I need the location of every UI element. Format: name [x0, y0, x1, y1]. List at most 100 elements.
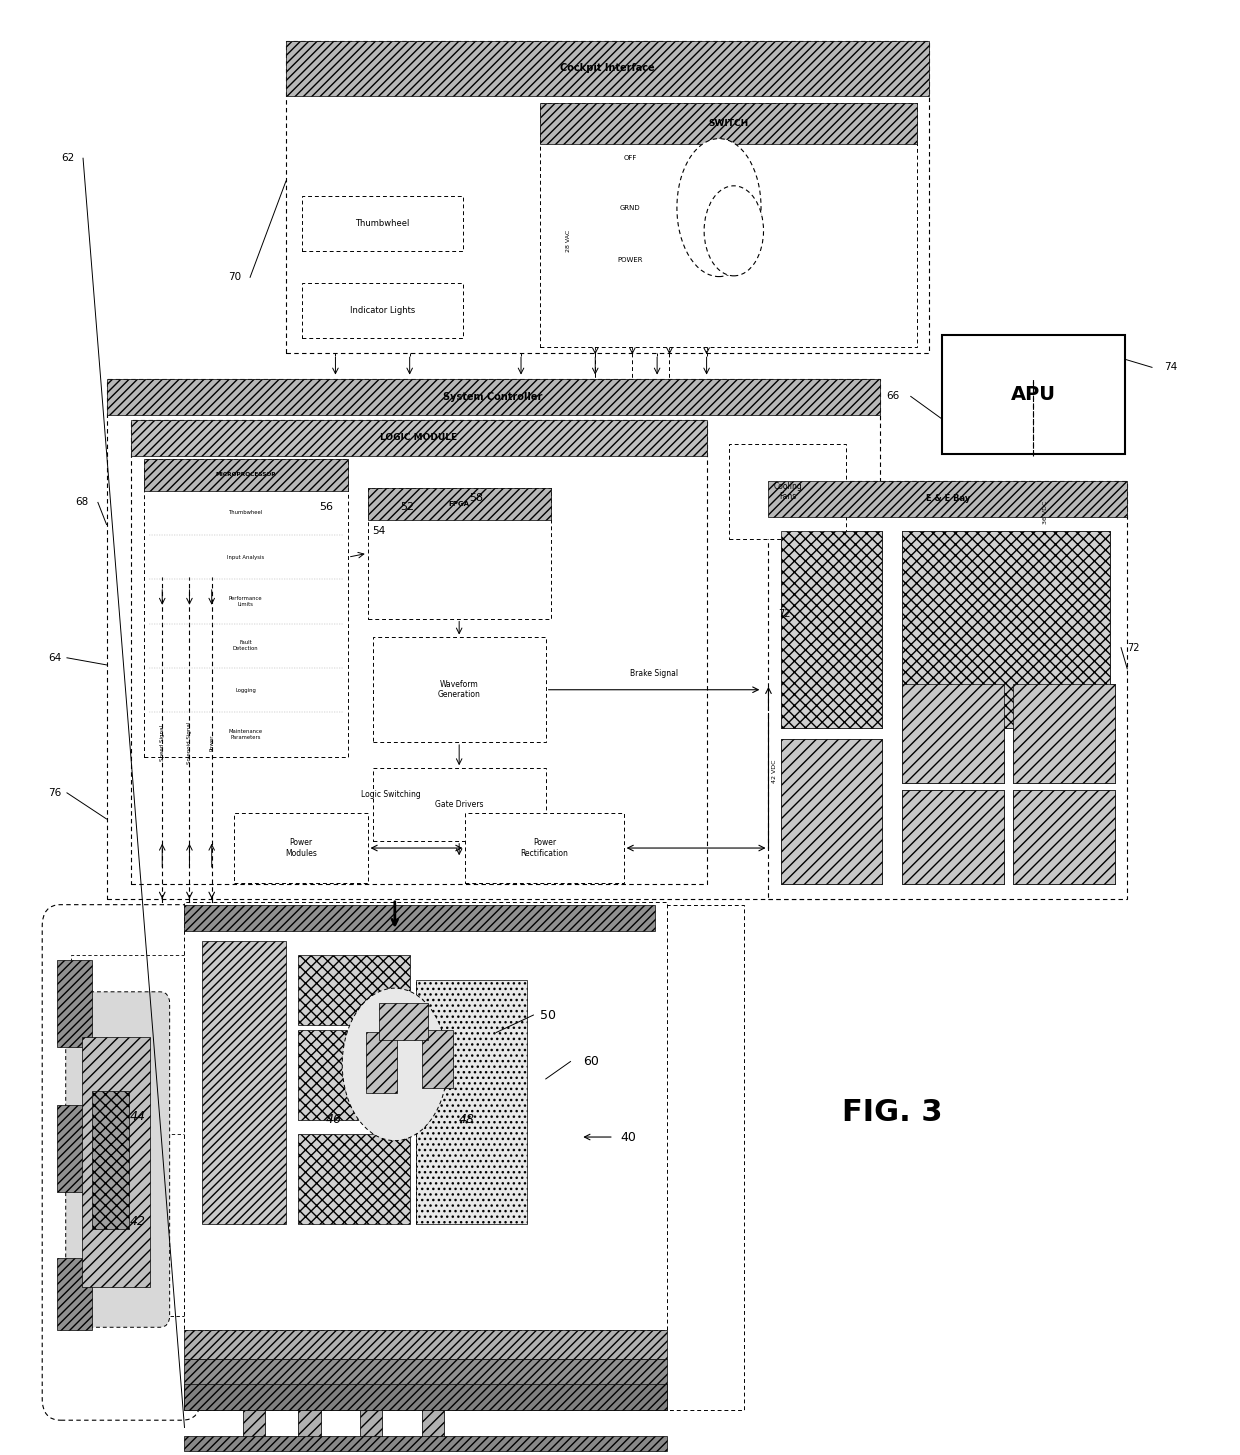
Bar — [941, 336, 1125, 454]
Bar — [92, 1091, 129, 1228]
Bar — [185, 1330, 667, 1359]
Text: 60: 60 — [583, 1055, 599, 1068]
Bar — [539, 103, 916, 348]
Bar — [901, 790, 1003, 885]
Text: Logic Switching: Logic Switching — [361, 790, 422, 799]
Text: FPGA: FPGA — [449, 501, 470, 506]
Text: 28 VAC: 28 VAC — [565, 230, 570, 252]
Text: 68: 68 — [76, 498, 89, 508]
Bar — [185, 1384, 667, 1410]
Text: SWITCH: SWITCH — [708, 119, 749, 128]
Bar — [243, 1410, 265, 1442]
Text: Input Analysis: Input Analysis — [227, 554, 264, 560]
Text: APU: APU — [1011, 386, 1055, 404]
Text: Power
Rectification: Power Rectification — [521, 838, 568, 858]
Text: Indicator Lights: Indicator Lights — [350, 306, 415, 316]
Bar — [415, 981, 527, 1224]
Text: 36 VDC: 36 VDC — [1043, 501, 1048, 524]
Bar — [57, 1257, 92, 1330]
Bar — [202, 941, 286, 1224]
Bar — [360, 1410, 382, 1442]
Bar — [71, 956, 306, 1315]
Text: Maintenance
Parameters: Maintenance Parameters — [228, 729, 263, 739]
Bar — [57, 1106, 92, 1192]
Text: POWER: POWER — [618, 258, 642, 263]
Text: 72: 72 — [779, 610, 791, 620]
Text: Fault
Detection: Fault Detection — [233, 640, 259, 652]
Text: Cockpit Interface: Cockpit Interface — [560, 63, 655, 73]
Bar — [367, 487, 551, 519]
Text: 50: 50 — [539, 1008, 556, 1021]
Text: GRND: GRND — [620, 205, 640, 211]
Bar — [144, 458, 347, 490]
Text: 54: 54 — [372, 527, 386, 537]
Bar — [299, 1410, 321, 1442]
Bar — [901, 531, 1110, 728]
Bar — [781, 739, 883, 885]
Bar — [311, 956, 428, 1315]
Bar — [422, 1030, 453, 1088]
Bar — [71, 1133, 306, 1315]
Bar — [769, 480, 1127, 899]
Bar — [185, 1436, 667, 1451]
Bar — [901, 684, 1003, 783]
Bar — [465, 813, 624, 883]
Bar — [286, 41, 929, 96]
Bar — [303, 196, 463, 252]
Bar — [1013, 684, 1115, 783]
Bar — [185, 1359, 667, 1410]
Text: Cooling
Fans: Cooling Fans — [774, 482, 802, 501]
Bar — [367, 487, 551, 618]
Bar — [299, 1030, 409, 1119]
Text: 42 VDC: 42 VDC — [773, 760, 777, 783]
Text: OFF: OFF — [624, 156, 636, 162]
Bar — [901, 790, 1003, 885]
Bar — [299, 1410, 321, 1442]
Bar — [299, 956, 409, 1026]
Text: 66: 66 — [887, 391, 899, 402]
Bar — [299, 1133, 409, 1224]
Text: Thumbwheel: Thumbwheel — [228, 511, 263, 515]
Text: 52: 52 — [399, 502, 414, 512]
Text: Performance
Limits: Performance Limits — [229, 597, 263, 607]
Text: 56: 56 — [319, 502, 334, 512]
Bar — [729, 444, 847, 538]
Text: 42: 42 — [129, 1215, 145, 1228]
Bar — [107, 378, 880, 415]
Text: 46: 46 — [326, 1113, 341, 1126]
Text: 70: 70 — [228, 272, 241, 282]
Bar — [378, 1004, 428, 1040]
Text: Gate Drivers: Gate Drivers — [435, 800, 484, 809]
Bar — [193, 924, 434, 1235]
FancyBboxPatch shape — [42, 905, 201, 1420]
Bar — [286, 41, 929, 352]
Bar — [372, 637, 546, 742]
Bar — [82, 1037, 150, 1286]
Text: Brake Signal: Brake Signal — [630, 669, 678, 678]
Bar — [901, 531, 1110, 728]
Text: Speed Signal: Speed Signal — [160, 725, 165, 761]
Bar — [57, 960, 92, 1048]
FancyBboxPatch shape — [66, 992, 170, 1327]
Bar — [901, 684, 1003, 783]
Text: FIG. 3: FIG. 3 — [842, 1099, 942, 1126]
Bar — [781, 531, 883, 728]
Text: Waveform
Generation: Waveform Generation — [438, 679, 481, 700]
Text: MICROPROCESSOR: MICROPROCESSOR — [216, 473, 277, 477]
Bar — [107, 378, 880, 899]
Bar — [372, 768, 546, 841]
Text: Thumbwheel: Thumbwheel — [356, 220, 409, 228]
Text: 48: 48 — [459, 1113, 475, 1126]
Bar — [131, 419, 707, 885]
Bar — [415, 981, 527, 1224]
Text: Logging: Logging — [236, 688, 257, 693]
Ellipse shape — [677, 138, 761, 276]
Text: 62: 62 — [61, 153, 74, 163]
Ellipse shape — [704, 186, 764, 276]
Bar — [360, 1410, 382, 1442]
Text: Power: Power — [210, 735, 215, 751]
Text: 58: 58 — [469, 493, 484, 503]
Text: 40: 40 — [620, 1131, 636, 1144]
Bar — [781, 531, 883, 728]
Bar — [1013, 684, 1115, 783]
